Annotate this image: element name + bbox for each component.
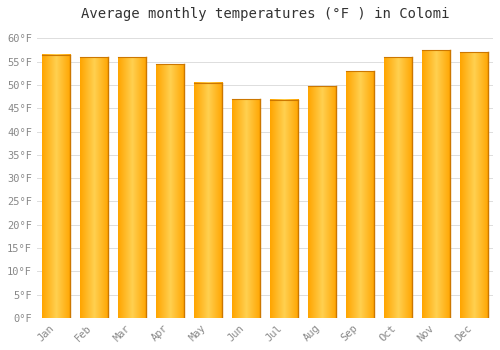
Title: Average monthly temperatures (°F ) in Colomi: Average monthly temperatures (°F ) in Co… <box>80 7 449 21</box>
